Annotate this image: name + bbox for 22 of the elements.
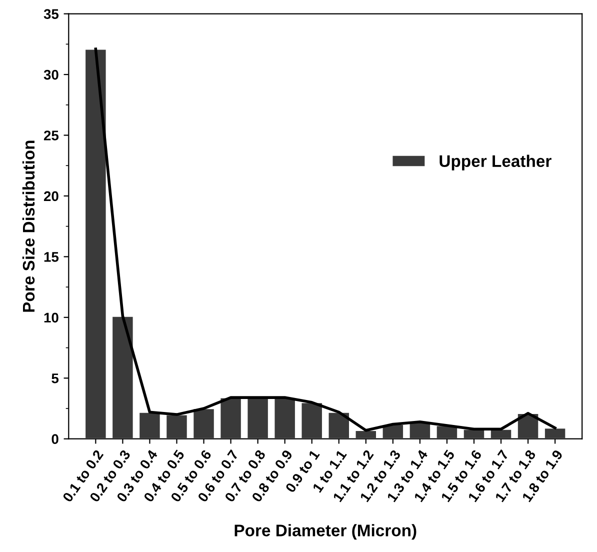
- y-tick-label: 35: [44, 9, 59, 19]
- bar: [354, 430, 378, 439]
- bar: [84, 48, 108, 439]
- y-tick-label: 5: [52, 374, 59, 384]
- bar: [192, 408, 216, 439]
- bar: [300, 402, 324, 439]
- legend-label: Upper Leather: [440, 154, 552, 170]
- bar: [138, 411, 162, 439]
- x-axis-title: Pore Diameter (Micron): [234, 524, 416, 540]
- y-tick-label: 0: [52, 434, 58, 444]
- y-tick-label: 10: [44, 312, 58, 323]
- y-tick-label: 30: [44, 70, 58, 80]
- bar: [544, 427, 567, 439]
- y-tick-label: 25: [44, 130, 59, 140]
- y-tick-label: 15: [44, 252, 59, 262]
- bar: [327, 411, 350, 439]
- bar: [219, 396, 242, 439]
- bar: [165, 414, 188, 439]
- line-series: [94, 48, 556, 432]
- y-tick-label: 20: [44, 191, 58, 202]
- bar: [111, 315, 134, 439]
- y-axis-title: Pore Size Distribution: [22, 140, 35, 312]
